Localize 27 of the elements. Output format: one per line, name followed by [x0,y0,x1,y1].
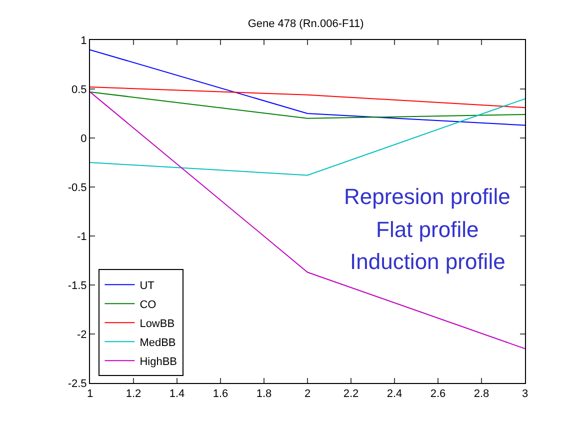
annotation: Induction profile [350,249,506,274]
legend-label: HighBB [140,356,177,368]
x-tick-label: 2.4 [386,388,402,400]
legend-label: LowBB [140,318,175,330]
x-tick-label: 1.2 [126,388,142,400]
y-tick-label: 1 [80,34,87,47]
x-tick-label: 1.4 [169,388,185,400]
y-tick-label: -1.5 [68,280,87,292]
x-tick-label: 1.6 [212,388,228,400]
y-tick-label: -2 [77,328,87,341]
x-tick-label: 3 [522,388,528,400]
x-tick-label: 1.8 [256,388,272,400]
x-tick-label: 2 [304,388,311,400]
annotation: Represion profile [344,184,510,209]
x-tick-label: 2.8 [474,388,490,400]
y-tick-label: 0.5 [72,84,87,96]
y-tick-label: -1 [77,230,87,243]
x-tick-label: 2.6 [430,388,446,400]
legend-label: UT [140,280,155,292]
legend-label: CO [140,298,157,311]
y-tick-label: 0 [80,132,87,145]
x-tick-label: 2.2 [343,388,359,400]
chart-title: Gene 478 (Rn.006-F11) [248,18,364,30]
annotation: Flat profile [376,217,479,242]
y-tick-label: -2.5 [68,378,87,390]
y-tick-label: -0.5 [68,182,87,194]
legend-label: MedBB [140,336,176,349]
